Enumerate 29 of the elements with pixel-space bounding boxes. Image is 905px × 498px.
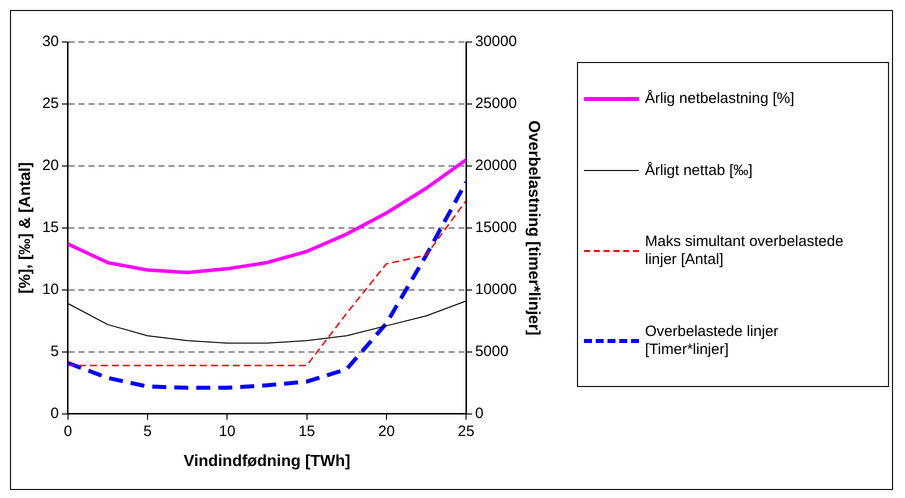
x-tick-label: 10	[218, 422, 236, 440]
y2-tick-label: 30000	[475, 33, 517, 50]
legend-label: Overbelastede linjer [Timer*linjer]	[645, 323, 780, 360]
y-tick-label: 10	[42, 281, 59, 298]
x-tick-label: 15	[298, 422, 316, 440]
y-tick-label: 30	[42, 33, 59, 50]
x-tick-label: 0	[64, 422, 72, 440]
y-tick-label: 20	[42, 157, 59, 174]
x-tick-label: 25	[458, 422, 474, 440]
y2-tick-label: 20000	[475, 157, 517, 174]
y2-tick-label: 25000	[475, 95, 517, 112]
y-tick-label: 15	[42, 219, 59, 236]
x-axis-title: Vindindfødning [TWh]	[184, 452, 350, 470]
y2-tick-label: 0	[475, 404, 484, 422]
y2-axis-title: Overbelastning [timer*linjer]	[524, 120, 542, 336]
legend-label: Maks simultant overbelastede linjer [Antal]	[645, 233, 844, 270]
line-series	[68, 180, 466, 390]
y2-tick-label: 10000	[475, 281, 517, 298]
line-series	[68, 200, 466, 366]
y-axis-title: [%], [‰] & [Antal]	[17, 162, 34, 294]
x-tick-label: 5	[143, 422, 152, 440]
x-tick-label: 20	[378, 422, 395, 440]
y-tick-label: 5	[50, 342, 59, 360]
y2-tick-label: 15000	[475, 219, 517, 236]
y-tick-label: 25	[42, 95, 59, 112]
legend-label: Årligt nettab [‰]	[645, 162, 753, 180]
y-tick-label: 0	[50, 404, 59, 422]
legend-label: Årlig netbelastning [%]	[645, 90, 794, 108]
y2-tick-label: 5000	[475, 342, 508, 360]
